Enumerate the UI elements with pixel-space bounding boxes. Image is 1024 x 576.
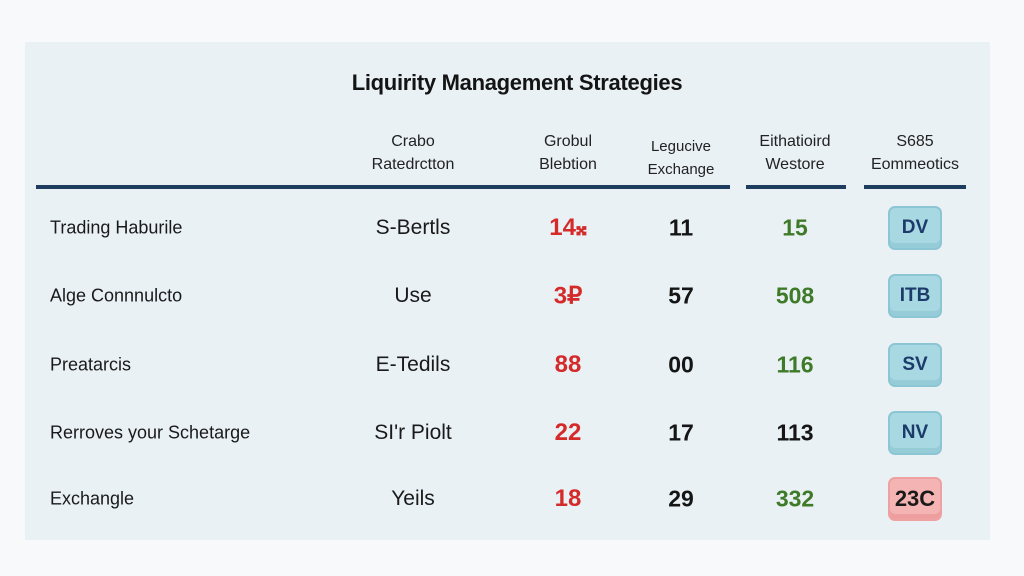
cell-col1: SI'r Piolt [374,421,452,444]
cell-col3: 57 [668,282,694,309]
column-header-5: S685 Eommeotics [871,130,959,176]
header-line: Crabo [391,133,435,150]
header-line: Ratedrctton [371,156,455,173]
header-line: Westore [765,156,825,173]
page-title: Liquirity Management Strategies [351,70,683,95]
header-line: Grobul [543,133,593,150]
cell-col3: 17 [668,419,694,446]
row-label: Preatarcis [50,354,132,375]
table-panel [25,42,990,540]
cell-col2: 22 [554,419,582,446]
cell-col4: 332 [775,485,815,512]
cell-col4: 113 [776,419,814,446]
status-badge: SV [888,343,942,387]
header-line: Eithatioird [759,133,831,150]
cell-col1: Yeils [391,487,435,510]
status-badge: NV [888,411,942,455]
row-label: Trading Haburile [50,217,183,238]
header-divider [36,185,730,189]
cell-col2: 18 [554,485,582,512]
cell-col1: Use [394,284,432,307]
header-line: Eommeotics [870,156,960,173]
cell-col4: 15 [782,214,808,241]
header-line: Legucive [650,138,712,155]
header-divider [864,185,966,189]
status-badge: DV [888,206,942,250]
cell-col3: 11 [668,214,694,241]
cell-col3: 29 [668,485,694,512]
column-header-2: Grobul Blebtion [539,130,597,176]
cell-col2: 3₽ [553,282,583,310]
cell-col4: 508 [775,282,815,309]
header-line: Blebtion [539,156,597,173]
cell-col4: 116 [776,351,814,378]
status-badge: ITB [888,274,942,318]
header-divider [746,185,846,189]
cell-col3: 00 [668,351,694,378]
column-header-3: Legucive Exchange [648,135,715,181]
row-label: Exchangle [50,488,135,509]
row-label: Rerroves your Schetarge [50,422,251,443]
cell-col1: E-Tedils [375,353,451,376]
column-header-1: Crabo Ratedrctton [372,130,455,176]
cell-col2: 14𝄪 [549,214,587,241]
column-header-4: Eithatioird Westore [759,130,830,176]
header-line: S685 [896,133,934,150]
status-badge: 23C [888,477,942,521]
row-label: Alge Connnulcto [50,285,183,306]
cell-col2: 88 [554,351,582,378]
header-line: Exchange [647,161,715,178]
cell-col1: S-Bertls [375,216,451,239]
